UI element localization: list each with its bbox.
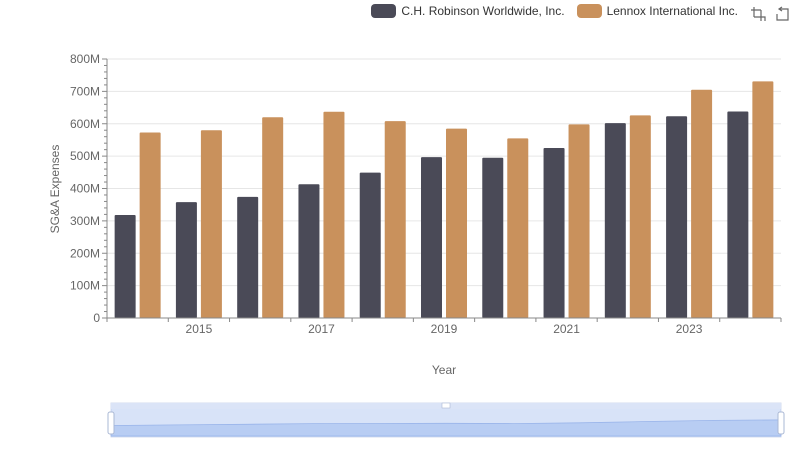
- datazoom-handle-right[interactable]: [777, 411, 785, 435]
- bar-series-1-2016[interactable]: [237, 196, 259, 318]
- legend-label-series-1: C.H. Robinson Worldwide, Inc.: [401, 4, 565, 18]
- toolbox: [750, 6, 790, 22]
- x-axis-title: Year: [432, 363, 456, 377]
- y-axis-title: SG&A Expenses: [48, 145, 62, 234]
- bar-series-2-2023[interactable]: [691, 89, 713, 318]
- bar-series-1-2015[interactable]: [175, 202, 197, 318]
- y-tick-label: 100M: [70, 279, 100, 293]
- y-tick-label: 800M: [70, 52, 100, 66]
- x-tick-label: 2015: [186, 322, 213, 336]
- bar-series-1-2021[interactable]: [543, 148, 565, 318]
- bar-series-1-2014[interactable]: [114, 215, 136, 318]
- x-tick-label: 2023: [676, 322, 703, 336]
- datazoom-handle-left[interactable]: [107, 411, 115, 435]
- bar-series-2-2015[interactable]: [200, 130, 222, 318]
- legend: C.H. Robinson Worldwide, Inc. Lennox Int…: [371, 4, 738, 18]
- bars: [114, 81, 774, 319]
- y-tick-label: 0: [93, 311, 100, 325]
- bar-series-1-2022[interactable]: [604, 123, 626, 318]
- bar-series-1-2017[interactable]: [298, 184, 320, 318]
- bar-series-1-2023[interactable]: [666, 116, 688, 319]
- bar-series-1-2020[interactable]: [482, 157, 504, 318]
- legend-label-series-2: Lennox International Inc.: [606, 4, 738, 18]
- legend-item-series-2[interactable]: Lennox International Inc.: [576, 4, 738, 18]
- bar-series-1-2018[interactable]: [359, 172, 381, 318]
- bar-series-1-2024[interactable]: [727, 111, 749, 318]
- datazoom-preview-area: [110, 419, 782, 437]
- y-tick-label: 500M: [70, 149, 100, 163]
- y-tick-label: 700M: [70, 84, 100, 98]
- bar-series-2-2018[interactable]: [384, 121, 406, 318]
- bar-series-2-2014[interactable]: [139, 132, 161, 318]
- y-tick-label: 600M: [70, 117, 100, 131]
- legend-item-series-1[interactable]: C.H. Robinson Worldwide, Inc.: [371, 4, 565, 18]
- x-axis: 2015 2017 2019 2021 2023: [106, 317, 782, 336]
- bar-series-1-2019[interactable]: [421, 157, 442, 318]
- x-tick-label: 2017: [308, 322, 335, 336]
- bar-series-2-2021[interactable]: [568, 124, 590, 319]
- bar-series-2-2022[interactable]: [629, 115, 651, 319]
- datazoom-move-handle[interactable]: [441, 402, 451, 409]
- legend-swatch-series-2: [576, 4, 602, 18]
- legend-swatch-series-1: [371, 4, 397, 18]
- data-zoom-slider: [107, 402, 785, 438]
- bar-series-2-2017[interactable]: [323, 111, 345, 319]
- y-tick-label: 300M: [70, 214, 100, 228]
- x-tick-label: 2019: [431, 322, 458, 336]
- bar-series-2-2016[interactable]: [262, 117, 284, 319]
- bar-series-2-2019[interactable]: [446, 128, 467, 318]
- y-axis: 0 100M 200M 300M 400M 500M 600M 700M 800M: [70, 52, 108, 325]
- bar-series-2-2024[interactable]: [752, 81, 774, 319]
- zoom-icon[interactable]: [750, 6, 766, 22]
- datazoom-selected-range[interactable]: [111, 409, 781, 437]
- y-tick-label: 200M: [70, 246, 100, 260]
- y-tick-label: 400M: [70, 182, 100, 196]
- restore-icon[interactable]: [774, 6, 790, 22]
- bar-series-2-2020[interactable]: [507, 138, 529, 318]
- x-tick-label: 2021: [553, 322, 580, 336]
